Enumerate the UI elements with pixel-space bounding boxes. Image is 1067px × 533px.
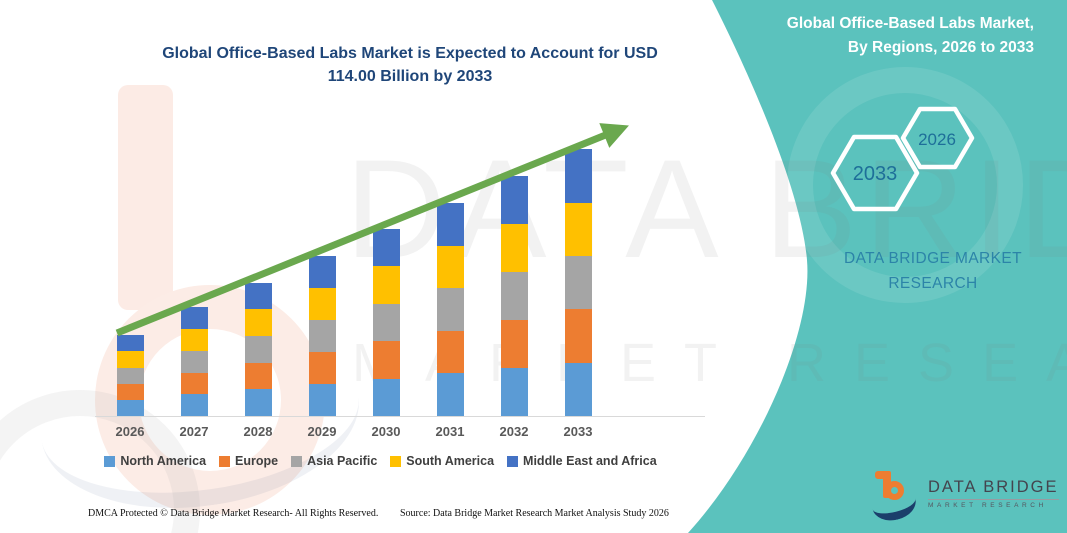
panel-brand-line2: RESEARCH (888, 274, 978, 292)
legend-item: South America (390, 454, 494, 468)
chart-legend: North America Europe Asia Pacific South Ame… (88, 454, 673, 468)
logo-name: DATA BRIDGE (928, 478, 1059, 500)
panel-title-line1: Global Office-Based Labs Market, (786, 15, 1034, 32)
data-bridge-logo: DATA BRIDGE MARKET RESEARCH (868, 468, 1059, 525)
bar-segment (500, 368, 528, 416)
bar-segment (372, 378, 400, 416)
logo-text-block: DATA BRIDGE MARKET RESEARCH (928, 478, 1059, 509)
legend-swatch (291, 455, 303, 467)
footer-source-text: Source: Data Bridge Market Research Mark… (400, 508, 669, 519)
bar-segment (116, 399, 144, 416)
x-axis-labels: 2026 2027 2028 2029 2030 2031 2032 2033 (90, 424, 670, 442)
hexagon-2026 (900, 106, 975, 170)
panel-title: Global Office-Based Labs Market, By Regi… (704, 12, 1034, 60)
data-bridge-logo-icon (868, 468, 920, 525)
legend-label: Middle East and Africa (523, 454, 657, 468)
bar-segment (308, 351, 336, 384)
bar-segment (564, 362, 592, 416)
x-axis-label: 2028 (243, 424, 273, 439)
x-axis-line (95, 416, 705, 417)
bar-segment (116, 367, 144, 384)
legend-label: North America (120, 454, 207, 468)
footer-dmca-text: DMCA Protected © Data Bridge Market Rese… (88, 508, 379, 519)
legend-swatch (219, 455, 231, 467)
bar-segment (244, 335, 272, 363)
bar-segment (116, 351, 144, 368)
bar-segment (180, 372, 208, 395)
legend-item: Middle East and Africa (507, 454, 657, 468)
panel-brand-text: DATA BRIDGE MARKET RESEARCH (823, 247, 1043, 297)
panel-title-line2: By Regions, 2026 to 2033 (847, 39, 1034, 57)
legend-swatch (507, 455, 519, 467)
legend-label: South America (406, 454, 495, 468)
x-axis-label: 2030 (371, 424, 401, 439)
bar-segment (436, 373, 464, 416)
bar-segment (180, 350, 208, 373)
hexagon-2033-label: 2033 (853, 163, 898, 185)
hexagon-2026-label: 2026 (918, 130, 956, 149)
legend-item: Asia Pacific (291, 454, 377, 468)
stacked-bar-2026 (116, 335, 144, 416)
bar-segment (180, 394, 208, 416)
bar-segment (116, 383, 144, 400)
legend-label: Asia Pacific (307, 454, 378, 468)
bar-segment (244, 362, 272, 390)
x-axis-label: 2032 (499, 424, 529, 439)
legend-item: Europe (219, 454, 278, 468)
x-axis-label: 2033 (563, 424, 593, 439)
bar-segment (244, 389, 272, 416)
bar-segment (308, 383, 336, 416)
x-axis-label: 2027 (179, 424, 209, 439)
bar-segment (116, 335, 144, 352)
x-axis-label: 2026 (115, 424, 145, 439)
legend-label: Europe (235, 454, 279, 468)
chart-title: Global Office-Based Labs Market is Expec… (162, 45, 658, 86)
bar-segment (436, 330, 464, 374)
panel-brand-line1: DATA BRIDGE MARKET (843, 250, 1022, 267)
x-axis-label: 2031 (435, 424, 465, 439)
legend-swatch (390, 455, 402, 467)
x-axis-label: 2029 (307, 424, 337, 439)
hexagon-2033 (830, 134, 920, 212)
logo-subtitle: MARKET RESEARCH (928, 501, 1047, 509)
logo-bowl-shape (885, 481, 904, 500)
legend-item: North America (104, 454, 206, 468)
bar-segment (372, 341, 400, 379)
legend-swatch (104, 455, 116, 467)
